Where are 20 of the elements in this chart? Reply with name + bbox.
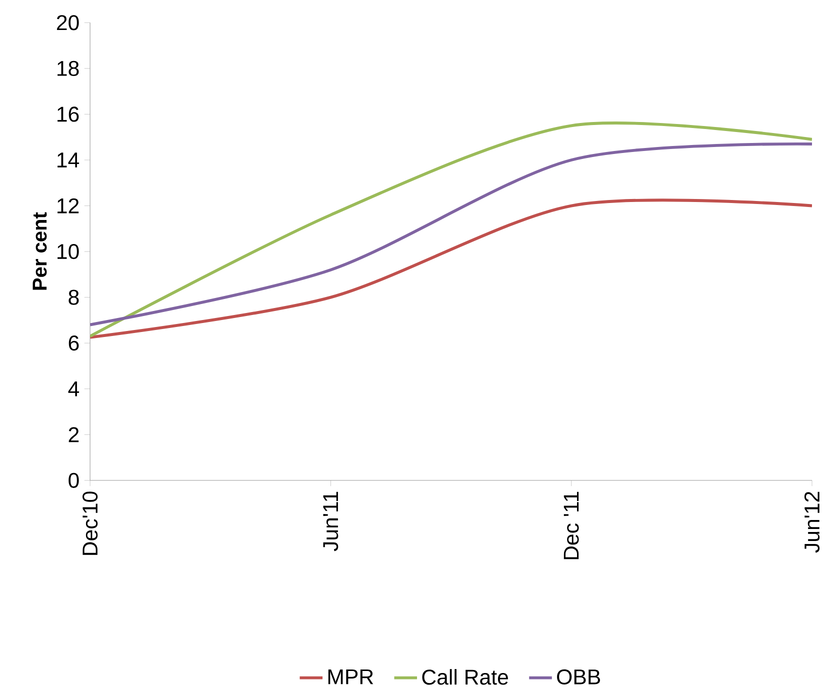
y-tick-label: 2: [68, 427, 79, 442]
y-tick-label: 8: [68, 290, 79, 306]
y-axis-title: Per cent: [32, 212, 47, 290]
x-tick-label: Jun'12: [804, 492, 820, 553]
legend-label: MPR: [328, 670, 374, 684]
y-tick-label: 10: [58, 244, 79, 260]
y-tick-label: 14: [58, 152, 80, 168]
legend-label: Call Rate: [422, 669, 508, 685]
x-tick-label: Dec'10: [82, 492, 98, 556]
x-tick-label: Dec '11: [564, 492, 579, 560]
y-tick-label: 18: [58, 61, 79, 76]
y-tick-label: 16: [58, 106, 79, 122]
line-series: [90, 142, 812, 326]
y-tick-label: 6: [68, 336, 79, 351]
x-tick-label: Jun'11: [323, 492, 338, 552]
legend-label: OBB: [557, 670, 600, 685]
y-tick-label: 4: [68, 382, 80, 396]
y-tick-label: 12: [58, 198, 79, 214]
y-tick-label: 0: [68, 473, 79, 488]
y-tick-label: 20: [56, 15, 79, 30]
